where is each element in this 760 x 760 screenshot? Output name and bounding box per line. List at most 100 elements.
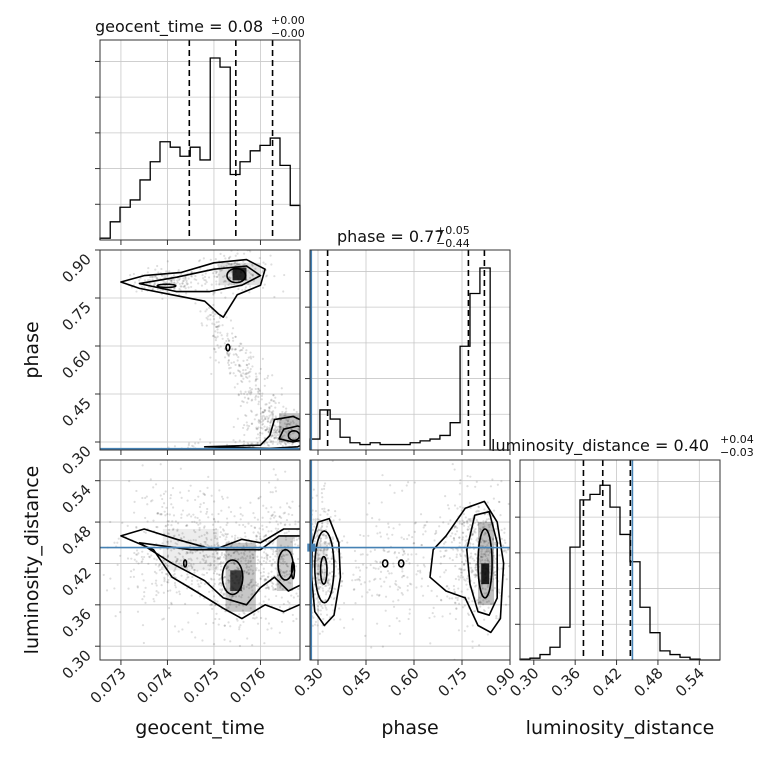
sample-point bbox=[217, 623, 220, 626]
sample-point bbox=[237, 263, 240, 266]
sample-point bbox=[220, 591, 223, 594]
sample-point bbox=[214, 617, 217, 621]
sample-point bbox=[278, 578, 281, 582]
sample-point bbox=[176, 529, 179, 532]
sample-point bbox=[185, 566, 189, 569]
sample-point bbox=[247, 561, 250, 564]
sample-point bbox=[191, 567, 194, 570]
sample-point bbox=[241, 348, 244, 352]
sample-point bbox=[209, 441, 212, 444]
sample-point bbox=[445, 549, 448, 552]
sample-point bbox=[225, 264, 228, 267]
sample-point bbox=[493, 570, 497, 574]
sample-point bbox=[442, 542, 446, 545]
sample-point bbox=[470, 538, 473, 541]
sample-point bbox=[220, 565, 223, 568]
sample-point bbox=[288, 441, 291, 444]
sample-point bbox=[279, 556, 282, 559]
sample-point bbox=[379, 577, 382, 580]
panel-frames bbox=[99, 39, 721, 661]
sample-point bbox=[319, 540, 322, 543]
sample-point bbox=[271, 412, 275, 415]
sample-point bbox=[323, 540, 327, 543]
sample-point bbox=[254, 398, 257, 401]
sample-point bbox=[162, 591, 165, 594]
sample-point bbox=[232, 339, 235, 342]
sample-point bbox=[263, 578, 266, 581]
sample-point bbox=[454, 525, 458, 528]
sample-point bbox=[451, 558, 454, 562]
sample-point bbox=[206, 486, 209, 489]
sample-point bbox=[510, 559, 512, 561]
sample-point bbox=[214, 313, 217, 316]
sample-point bbox=[220, 269, 223, 272]
sample-point bbox=[237, 567, 240, 570]
sample-point bbox=[327, 542, 330, 545]
sample-point bbox=[255, 534, 258, 537]
sample-point bbox=[181, 282, 184, 285]
sample-point bbox=[438, 525, 441, 528]
sample-point bbox=[162, 502, 166, 505]
sample-point bbox=[259, 432, 262, 435]
sample-point bbox=[155, 590, 158, 593]
sample-point bbox=[141, 550, 144, 553]
sample-point bbox=[324, 599, 327, 602]
sample-point bbox=[177, 278, 181, 282]
sample-point bbox=[166, 554, 170, 557]
sample-point bbox=[144, 496, 147, 500]
sample-point bbox=[203, 561, 207, 564]
title-luminosity-distance: luminosity_distance = 0.40 +0.04 −0.03 bbox=[491, 433, 754, 459]
sample-point bbox=[160, 571, 164, 574]
sample-point bbox=[201, 558, 204, 561]
sample-point bbox=[396, 588, 400, 591]
sample-point bbox=[283, 554, 286, 558]
sample-point bbox=[191, 444, 194, 447]
sample-point bbox=[234, 348, 237, 351]
sample-point bbox=[316, 572, 320, 576]
sample-point bbox=[264, 417, 267, 421]
sample-point bbox=[193, 520, 196, 524]
sample-point bbox=[459, 568, 463, 571]
sample-point bbox=[422, 563, 426, 566]
sample-point bbox=[463, 568, 467, 571]
sample-point bbox=[419, 569, 422, 572]
sample-point bbox=[157, 565, 160, 568]
sample-point bbox=[323, 548, 326, 551]
sample-point bbox=[248, 276, 252, 279]
sample-point bbox=[246, 583, 250, 586]
sample-point bbox=[320, 491, 323, 495]
sample-point bbox=[277, 433, 280, 437]
sample-point bbox=[230, 283, 233, 286]
sample-point bbox=[271, 413, 275, 417]
sample-point bbox=[186, 551, 189, 554]
sample-point bbox=[199, 595, 202, 598]
sample-point bbox=[324, 584, 327, 588]
sample-point bbox=[297, 427, 300, 431]
sample-point bbox=[222, 529, 226, 532]
sample-point bbox=[133, 500, 136, 503]
sample-point bbox=[189, 539, 192, 542]
sample-point bbox=[174, 586, 177, 589]
sample-point bbox=[187, 557, 190, 561]
sample-point bbox=[462, 521, 465, 524]
sample-point bbox=[231, 327, 235, 330]
sample-point bbox=[454, 617, 457, 621]
sample-point bbox=[489, 523, 492, 526]
sample-point bbox=[406, 584, 409, 588]
sample-point bbox=[238, 349, 241, 352]
sample-point bbox=[269, 555, 272, 559]
sample-point bbox=[340, 584, 343, 588]
sample-point bbox=[452, 548, 455, 551]
sample-point bbox=[212, 621, 215, 625]
sample-point bbox=[278, 429, 281, 432]
sample-point bbox=[264, 548, 267, 551]
sample-point bbox=[324, 553, 327, 556]
sample-point bbox=[251, 617, 255, 620]
sample-point bbox=[331, 575, 334, 578]
sample-point bbox=[271, 418, 274, 421]
sample-point bbox=[247, 371, 251, 374]
tick-label-luminosity_distance: 0.48 bbox=[58, 522, 94, 558]
sample-point bbox=[303, 498, 305, 500]
sample-point bbox=[225, 555, 228, 558]
sample-point bbox=[454, 564, 457, 568]
